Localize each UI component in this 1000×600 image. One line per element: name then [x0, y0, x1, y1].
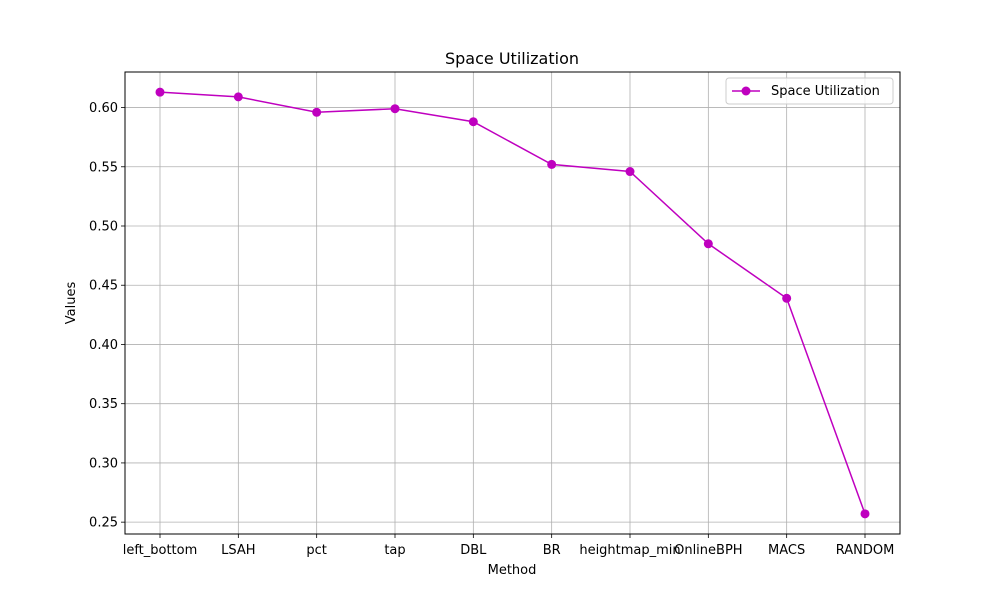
x-tick-label: heightmap_min: [579, 543, 680, 558]
legend-label: Space Utilization: [771, 84, 880, 99]
legend: Space Utilization: [725, 77, 894, 105]
x-tick-label: tap: [384, 543, 405, 558]
x-tick-label: BR: [543, 543, 561, 558]
y-tick-label: 0.25: [89, 516, 118, 531]
x-axis-label: Method: [488, 563, 537, 578]
legend-box: [725, 77, 894, 105]
data-point: [468, 117, 478, 127]
data-point: [782, 293, 792, 303]
y-tick-label: 0.30: [89, 456, 118, 471]
data-point: [390, 104, 400, 114]
data-point: [312, 107, 322, 117]
y-tick-label: 0.40: [89, 338, 118, 353]
y-tick-label: 0.35: [89, 397, 118, 412]
x-tick-label: RANDOM: [836, 543, 895, 558]
data-point: [703, 239, 713, 249]
y-tick-label: 0.60: [89, 101, 118, 116]
grid: [125, 72, 900, 534]
x-tick-label: left_bottom: [123, 543, 198, 558]
y-tick-label: 0.50: [89, 220, 118, 235]
y-axis-label: Values: [64, 282, 79, 325]
series: [155, 87, 870, 519]
chart-title: Space Utilization: [445, 49, 579, 68]
data-point: [625, 167, 635, 177]
y-tick-label: 0.55: [89, 160, 118, 175]
data-point: [155, 87, 165, 97]
plot-area: [124, 71, 901, 535]
data-point: [547, 159, 557, 169]
y-tick-label: 0.45: [89, 279, 118, 294]
x-tick-label: DBL: [460, 543, 487, 558]
x-axis: left_bottom LSAH pct tap DBL BR heightmap_minO…: [123, 534, 895, 558]
legend-point-marker: [741, 86, 751, 96]
data-point: [233, 92, 243, 102]
data-point: [860, 509, 870, 519]
x-tick-label: LSAH: [221, 543, 255, 558]
series-line: [159, 91, 866, 515]
x-tick-label: OnlineBPH: [674, 543, 742, 558]
y-axis: 0.25 0.30 0.35 0.40 0.45 0.50 0.55 0.60: [89, 101, 125, 531]
x-tick-label: MACS: [768, 543, 805, 558]
x-tick-label: pct: [306, 543, 327, 558]
